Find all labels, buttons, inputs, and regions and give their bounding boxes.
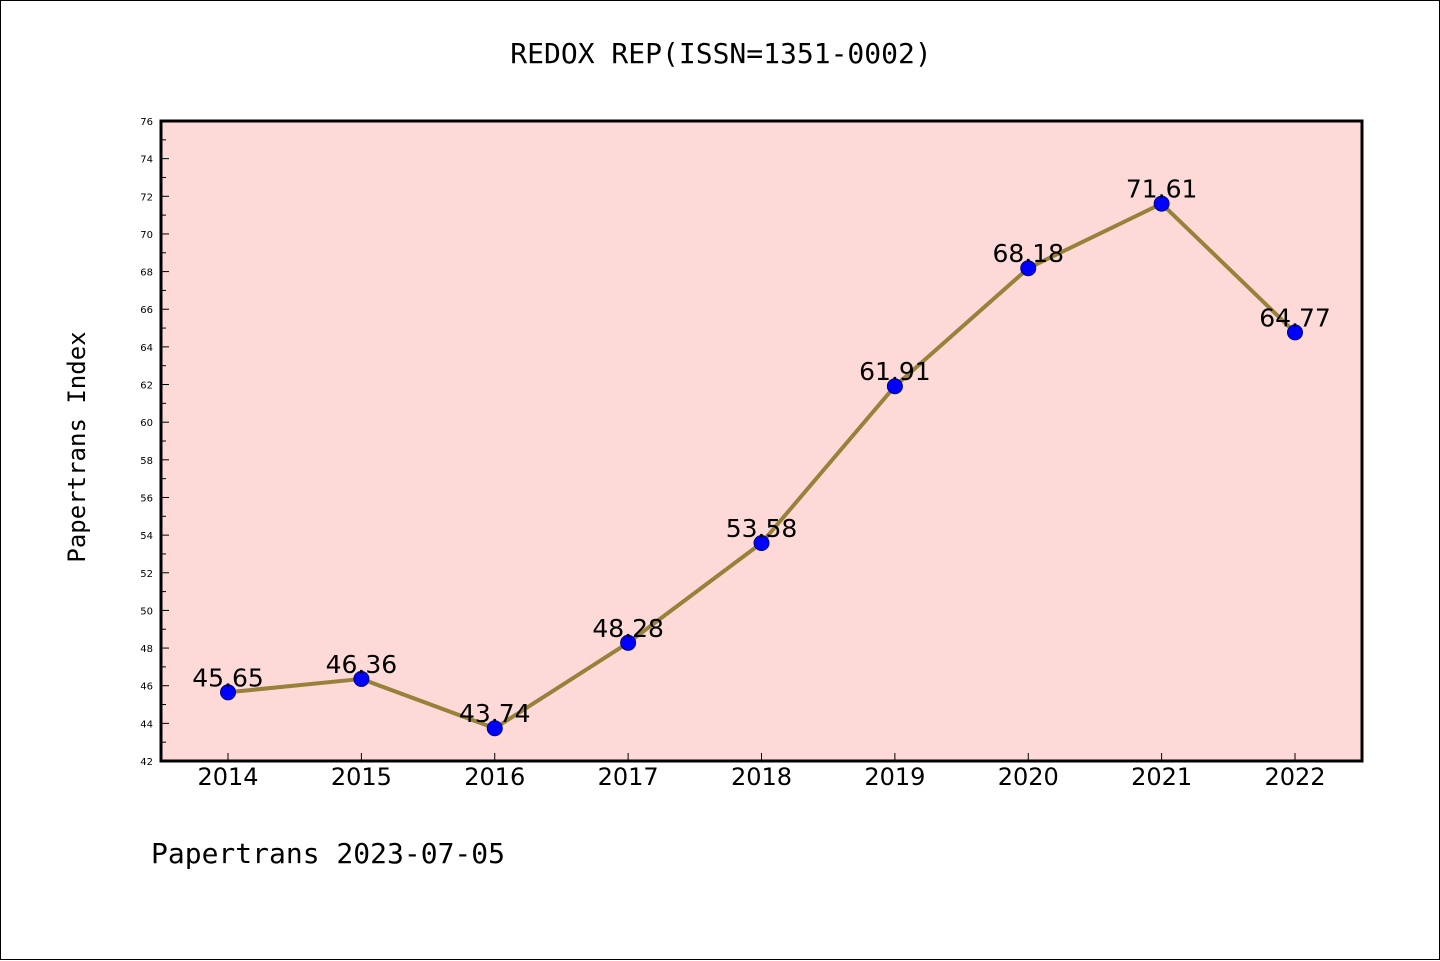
data-point (486, 720, 503, 737)
y-tick-label: 42 (140, 757, 153, 768)
data-label: 64.77 (1259, 303, 1331, 332)
y-tick-label: 62 (140, 381, 153, 392)
footer-date-label: Papertrans 2023-07-05 (151, 837, 506, 870)
y-tick-label: 74 (140, 155, 153, 166)
data-label: 68.18 (992, 239, 1064, 268)
x-tick-label: 2017 (598, 763, 659, 791)
plot-area (159, 119, 1364, 763)
x-tick-label: 2021 (1131, 763, 1192, 791)
y-tick-label: 54 (140, 531, 153, 542)
y-tick-label: 64 (140, 343, 153, 354)
y-tick-label: 70 (140, 230, 153, 241)
data-point (353, 670, 370, 687)
y-tick-label: 76 (140, 117, 153, 128)
y-tick-label: 58 (140, 456, 153, 467)
data-label: 71.61 (1126, 175, 1198, 204)
x-tick-label: 2020 (998, 763, 1059, 791)
data-point (620, 634, 637, 651)
data-point (886, 378, 903, 395)
y-tick-label: 68 (140, 268, 153, 279)
data-label: 61.91 (859, 357, 931, 386)
y-tick-label: 72 (140, 192, 153, 203)
x-tick-label: 2015 (331, 763, 392, 791)
x-tick-label: 2019 (864, 763, 925, 791)
x-tick-label: 2014 (197, 763, 258, 791)
data-label: 45.65 (192, 663, 264, 692)
x-tick-label: 2022 (1264, 763, 1325, 791)
y-tick-label: 50 (140, 606, 153, 617)
x-tick-label: 2018 (731, 763, 792, 791)
y-tick-label: 60 (140, 418, 153, 429)
chart-title: REDOX REP(ISSN=1351-0002) (510, 37, 932, 70)
y-tick-label: 56 (140, 493, 153, 504)
data-point (1287, 324, 1303, 341)
data-label: 43.74 (459, 699, 531, 728)
data-point (220, 684, 236, 701)
data-label: 53.58 (726, 514, 798, 543)
x-tick-label: 2016 (464, 763, 525, 791)
y-tick-label: 48 (140, 644, 153, 655)
y-tick-label: 46 (140, 682, 153, 693)
data-point (1020, 260, 1037, 277)
y-tick-label: 66 (140, 305, 153, 316)
data-point (753, 535, 770, 552)
y-tick-label: 52 (140, 569, 153, 580)
y-tick-label: 44 (140, 719, 153, 730)
data-point (1153, 195, 1170, 212)
data-label: 48.28 (592, 614, 664, 643)
data-label: 46.36 (326, 650, 398, 679)
